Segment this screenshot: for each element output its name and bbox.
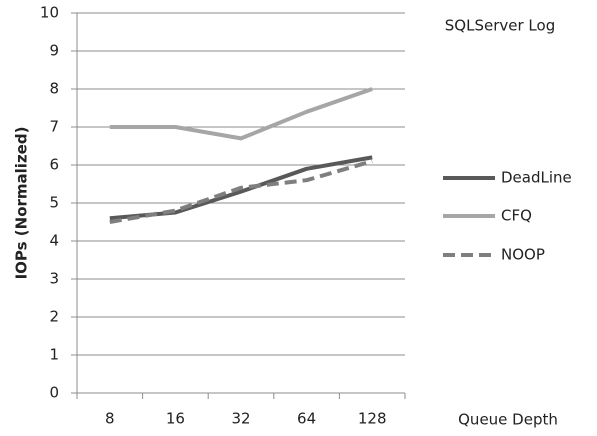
- x-tick-label: 8: [105, 410, 115, 428]
- y-tick-label: 3: [49, 270, 59, 288]
- series-line: [109, 159, 373, 224]
- y-tick-label: 2: [49, 308, 59, 326]
- x-axis-label: Queue Depth: [458, 411, 558, 429]
- x-tick-label: 16: [166, 410, 185, 428]
- legend-label: CFQ: [501, 207, 532, 225]
- y-axis-label: IOPs (Normalized): [13, 127, 31, 280]
- y-tick-label: 4: [49, 232, 59, 250]
- chart-title: SQLServer Log: [445, 17, 555, 35]
- y-tick-label: 0: [49, 384, 59, 402]
- y-tick-label: 9: [49, 42, 59, 60]
- x-tick-label: 128: [358, 410, 387, 428]
- y-tick-label: 6: [49, 156, 59, 174]
- x-tick-label: 32: [231, 410, 250, 428]
- y-tick-label: 1: [49, 346, 59, 364]
- x-tick-label: 64: [297, 410, 316, 428]
- legend-label: DeadLine: [501, 169, 572, 187]
- series-line: [109, 87, 373, 141]
- y-tick-label: 7: [49, 118, 59, 136]
- y-tick-label: 10: [40, 4, 59, 22]
- y-tick-label: 5: [49, 194, 59, 212]
- y-tick-label: 8: [49, 80, 59, 98]
- legend-label: NOOP: [501, 246, 545, 264]
